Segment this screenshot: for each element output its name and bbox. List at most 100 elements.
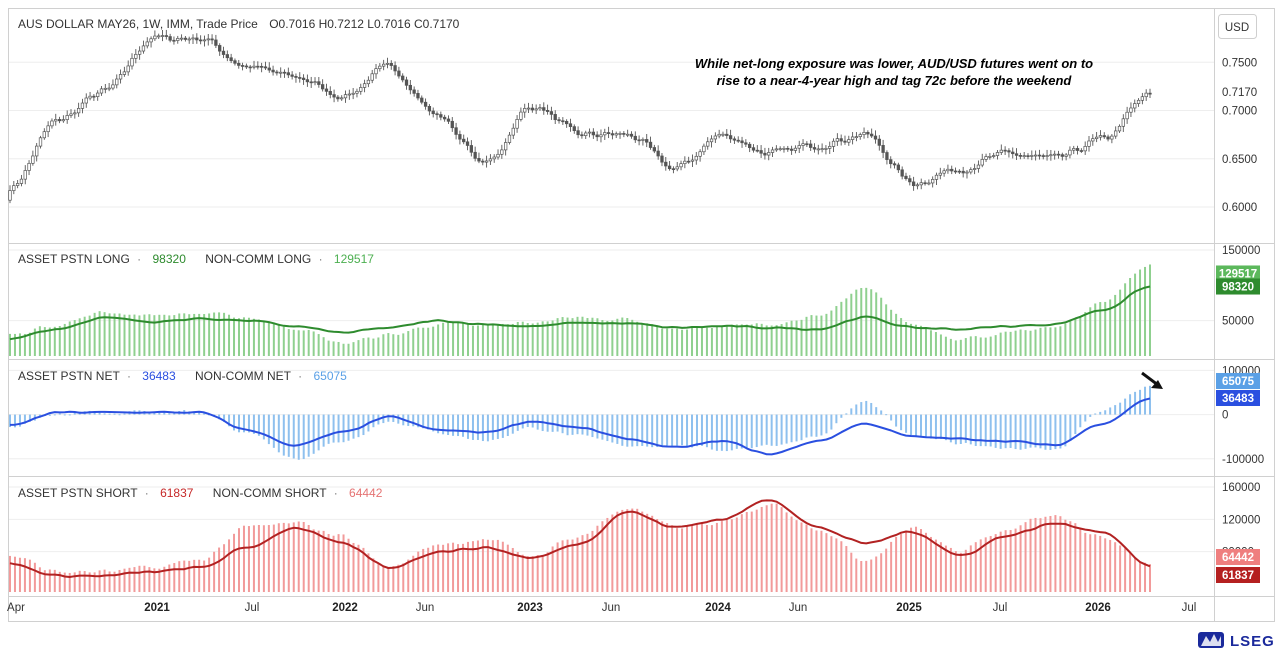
net-hist-bar: [755, 414, 758, 448]
candle: [206, 34, 210, 46]
annotation-line-2: rise to a near-4-year high and tag 72c b…: [717, 73, 1073, 88]
candle: [252, 60, 256, 70]
short-hist-bar: [924, 532, 927, 592]
long-hist-bar: [183, 313, 186, 356]
short-hist-bar: [735, 517, 738, 592]
candle: [850, 132, 855, 145]
candle: [374, 64, 378, 79]
short-hist-bar: [1074, 523, 1077, 592]
candle: [370, 69, 374, 84]
long-hist-bar: [840, 301, 843, 356]
net-line-path: [9, 397, 1151, 456]
short-hist-bar: [556, 542, 559, 592]
short-hist-bar: [18, 557, 21, 592]
net-hist-bar: [163, 411, 166, 415]
short-hist-bar: [1149, 564, 1151, 592]
long-hist-bar: [661, 328, 664, 356]
net-hist-bar: [800, 414, 803, 441]
net-hist-bar: [233, 414, 236, 431]
short-hist-bar: [471, 541, 474, 592]
candle: [557, 116, 561, 124]
short-hist-bar: [402, 563, 405, 592]
short-hist-bar: [860, 561, 863, 592]
candle: [858, 132, 862, 140]
net-hist-bar: [775, 414, 778, 446]
short-hist-bar: [676, 528, 679, 592]
candle: [1094, 131, 1099, 143]
candle: [218, 43, 222, 56]
candle: [507, 132, 512, 145]
long-line-path: [9, 285, 1151, 341]
net-hist-bar: [556, 414, 559, 432]
currency-box[interactable]: [1218, 14, 1257, 39]
short-hist-bar: [526, 556, 529, 592]
short-hist-bar: [38, 567, 41, 592]
net-hist-bar: [785, 414, 788, 444]
long-hist-bar: [1019, 329, 1022, 356]
net-hist-bar: [466, 414, 469, 439]
short-hist-bar: [725, 520, 728, 592]
net-hist-bar: [203, 412, 206, 415]
candle: [240, 62, 245, 71]
long-hist-bar: [810, 315, 813, 356]
candle: [637, 135, 641, 146]
candle: [854, 132, 859, 142]
net-hist-bar: [342, 414, 345, 443]
long-hist-bar: [934, 332, 937, 356]
net-hist-bar: [48, 414, 51, 416]
long-hist-bar: [621, 317, 624, 356]
long-hist-bar: [287, 329, 290, 356]
net-hist-bar: [730, 414, 733, 451]
candle: [134, 49, 138, 64]
long-hist-bar: [93, 312, 96, 356]
net-hist-bar: [875, 407, 878, 415]
short-hist-bar: [322, 530, 325, 592]
long-hist-bar: [1064, 323, 1067, 356]
long-hist-bar: [551, 320, 554, 356]
long-hist-bar: [820, 315, 823, 356]
candle: [442, 114, 447, 122]
long-hist-bar: [511, 323, 514, 356]
net-hist-bar: [113, 413, 116, 415]
candle: [27, 160, 31, 176]
candle: [748, 142, 752, 153]
short-hist-bar: [621, 509, 624, 592]
long-hist-bar: [317, 334, 320, 356]
net-hist-bar: [825, 414, 828, 434]
candle: [969, 167, 973, 175]
chart-frame: [8, 8, 1275, 622]
short-hist-bar: [237, 528, 240, 592]
long-hist-bar: [466, 324, 469, 356]
net-hist-bar: [476, 414, 479, 440]
candle: [831, 138, 836, 153]
candle: [256, 61, 260, 70]
candle: [568, 118, 573, 132]
net-hist-bar: [845, 413, 848, 415]
net-hist-bar: [123, 413, 126, 415]
net-hist-bar: [1089, 414, 1092, 417]
long-hist-badge: [1216, 265, 1260, 282]
net-hist-bar: [1074, 414, 1077, 435]
short-hist-bar: [661, 521, 664, 592]
candle: [976, 160, 981, 173]
candle: [595, 131, 599, 142]
candle: [385, 57, 390, 69]
candle: [210, 34, 214, 45]
long-hist-bar: [123, 314, 126, 356]
candle: [1083, 141, 1087, 155]
short-hist-bar: [651, 515, 654, 592]
net-hist-bar: [1054, 414, 1057, 450]
candle: [160, 29, 165, 42]
net-hist-bar: [616, 414, 619, 444]
net-hist-bar: [880, 410, 883, 415]
candle: [149, 36, 153, 48]
long-hist-bar: [725, 326, 728, 356]
long-hist-bar: [412, 328, 415, 356]
net-hist-bar: [173, 413, 176, 415]
net-hist-bar: [994, 414, 997, 448]
long-hist-bar: [984, 337, 987, 356]
long-hist-bar: [825, 313, 828, 356]
short-hist-bar: [1094, 534, 1097, 592]
long-hist-bar: [785, 322, 788, 356]
short-hist-bar: [63, 572, 66, 592]
